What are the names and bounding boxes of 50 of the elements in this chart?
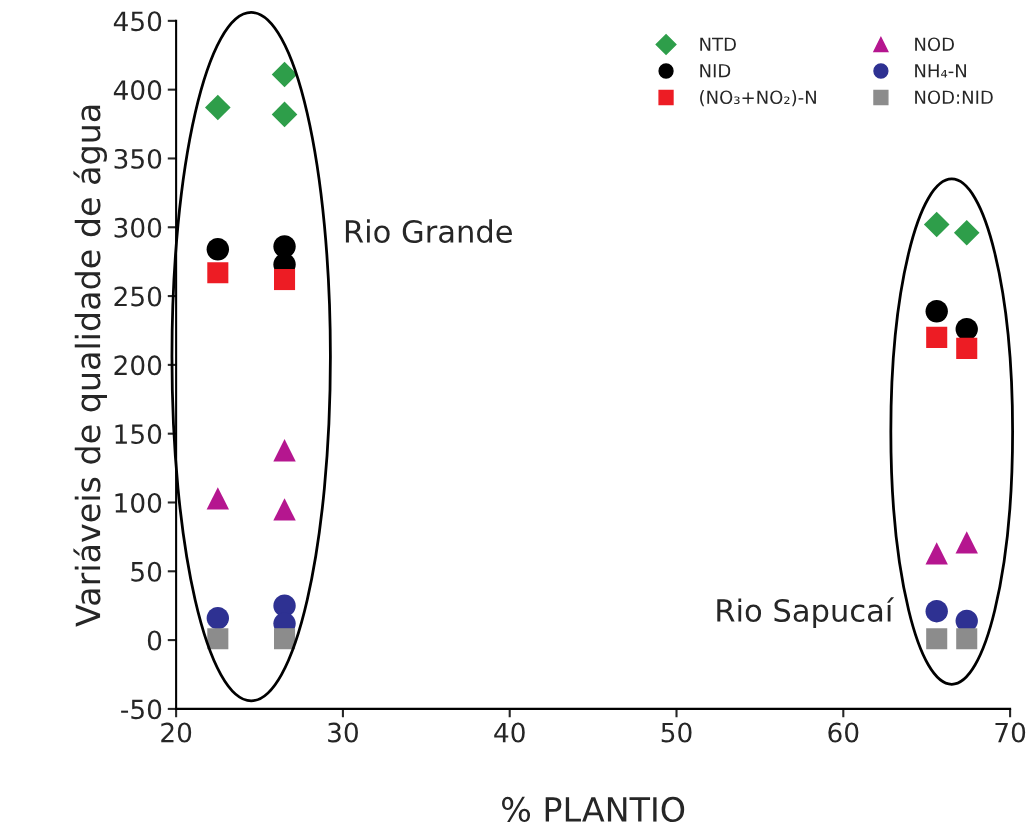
legend-label: (NO₃+NO₂)-N [700, 90, 816, 107]
y-tick-label: 400 [113, 80, 162, 101]
y-tick-label: 150 [115, 424, 162, 445]
point [206, 606, 230, 630]
point [205, 94, 231, 121]
point [956, 628, 978, 650]
point [207, 262, 229, 284]
point [926, 628, 948, 650]
point [271, 101, 298, 128]
legend-label: NOD [915, 37, 954, 52]
point [273, 439, 296, 462]
x-tick-label: 20 [161, 722, 192, 743]
point [955, 531, 978, 554]
y-tick-label: 350 [114, 148, 162, 169]
x-tick-label: 40 [494, 722, 525, 743]
y-tick-label: 200 [114, 355, 162, 376]
y-tick-label: -50 [121, 699, 162, 720]
x-axis-title: % PLANTIO [502, 796, 685, 823]
point [274, 269, 296, 291]
point [953, 219, 980, 246]
annotation: Rio Grande [345, 219, 512, 244]
legend-label: NID [700, 64, 731, 78]
point [956, 337, 978, 359]
point [926, 326, 948, 348]
point [955, 317, 978, 341]
y-tick-label: 0 [147, 630, 162, 651]
legend-label: NH₄-N [915, 64, 966, 78]
x-tick-label: 30 [328, 722, 358, 743]
y-tick-label: 100 [115, 492, 162, 513]
y-tick-label: 450 [113, 11, 162, 32]
y-axis-title: Variáveis de qualidade de água [73, 105, 107, 627]
x-tick-label: 70 [995, 722, 1026, 743]
point [274, 628, 296, 650]
legend-label: NTD [700, 37, 736, 51]
point [206, 487, 230, 510]
point [271, 61, 298, 88]
point [925, 600, 948, 623]
y-tick-label: 50 [131, 561, 162, 582]
legend-label: NOD:NID [915, 90, 993, 105]
point [207, 628, 229, 650]
point [925, 542, 948, 565]
point [206, 238, 230, 261]
x-tick-label: 60 [828, 722, 859, 743]
x-tick-label: 50 [661, 722, 692, 743]
annotation: Rio Sapucaí [717, 597, 895, 628]
point [923, 211, 950, 238]
point [273, 498, 296, 521]
y-tick-label: 250 [114, 286, 162, 307]
y-tick-label: 300 [114, 217, 162, 238]
point [925, 300, 948, 323]
